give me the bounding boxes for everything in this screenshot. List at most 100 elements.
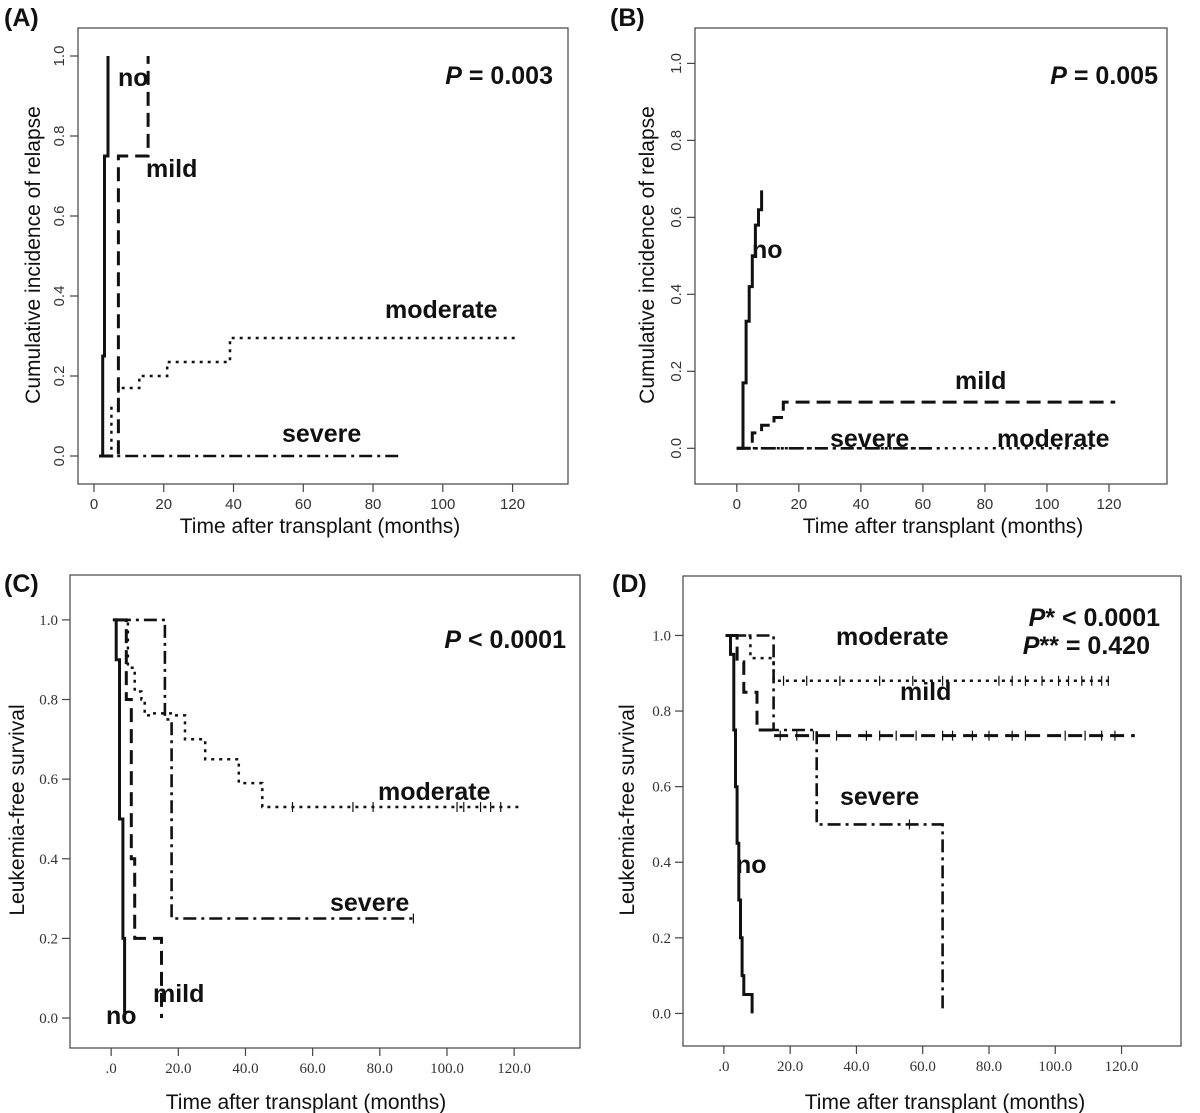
- y-tick-label: 0.0: [652, 1006, 671, 1022]
- series-label-no: no: [118, 64, 149, 92]
- x-axis-label: Time after transplant (months): [805, 1091, 1086, 1113]
- panel-a: (A) 0 20 40 60 80 100 120 0.0 0.2 0.4 0.6 0.8 1.0 Time…: [4, 4, 569, 538]
- x-tick-label: 80: [365, 496, 382, 513]
- p-value-text: < 0.0001: [461, 626, 566, 654]
- x-tick-label: 60.0: [300, 1061, 326, 1077]
- x-tick-label: 40.0: [843, 1059, 869, 1075]
- series-label-moderate: moderate: [378, 778, 491, 806]
- series-line-mild: [99, 56, 150, 458]
- p-value-annotation: P* < 0.0001: [1029, 604, 1160, 632]
- y-axis-label: Cumulative incidence of relapse: [636, 106, 659, 404]
- series-label-mild: mild: [153, 980, 204, 1008]
- x-tick-label: 40: [225, 496, 242, 513]
- series-line-severe: [730, 634, 944, 1014]
- panel-d: (D) .0 20.0 40.0 60.0 80.0 100.0 120.0 0.0 0.2 0.4…: [612, 570, 1182, 1113]
- x-tick-label: 80.0: [976, 1059, 1002, 1075]
- x-tick-label: 60.0: [910, 1059, 936, 1075]
- panel-label: (C): [4, 570, 39, 598]
- x-tick-label: 60: [295, 496, 312, 513]
- x-tick-label: 100.0: [430, 1061, 464, 1077]
- panel-c: (C) .0 20.0 40.0 60.0 80.0 100.0 120.0 0.0 0.2 0.4…: [4, 570, 581, 1113]
- x-tick-label: 120.0: [497, 1061, 531, 1077]
- x-tick-label: 80: [977, 496, 994, 513]
- series-label-moderate: moderate: [997, 425, 1110, 453]
- series-label-mild: mild: [955, 367, 1006, 395]
- x-tick-label: 40: [853, 496, 870, 513]
- series-label-severe: severe: [840, 783, 919, 811]
- plot-frame: [69, 574, 581, 1049]
- y-tick-label: 0.0: [39, 1011, 58, 1027]
- p-value-annotation: P = 0.003: [445, 62, 553, 90]
- series-label-moderate: moderate: [836, 623, 949, 651]
- y-tick-label: 0.2: [652, 931, 671, 947]
- y-tick-label: 0.8: [51, 126, 68, 147]
- y-tick-label: 0.6: [668, 207, 685, 228]
- x-tick-label: 20: [155, 496, 172, 513]
- plot-frame: [77, 27, 569, 485]
- series-label-no: no: [106, 1002, 137, 1030]
- y-tick-label: 0.6: [39, 772, 58, 788]
- p-value-text: = 0.003: [462, 62, 553, 90]
- p-value-symbol: P: [444, 626, 461, 654]
- p-value-symbol: P: [1029, 604, 1046, 632]
- series-label-no: no: [752, 236, 783, 264]
- series-line-moderate: [727, 634, 1112, 683]
- x-tick-label: 100: [430, 496, 455, 513]
- series-label-mild: mild: [146, 155, 197, 183]
- y-tick-label: 0.6: [51, 206, 68, 227]
- x-tick-label: .0: [718, 1059, 729, 1075]
- panel-label: (B): [610, 4, 645, 32]
- y-axis-label: Cumulative incidence of relapse: [22, 106, 45, 404]
- p-value-symbol: P: [1050, 62, 1067, 90]
- y-tick-label: 0.2: [51, 366, 68, 387]
- y-tick-label: 0.8: [39, 693, 58, 709]
- x-axis-label: Time after transplant (months): [180, 515, 461, 538]
- series-line-mild: [114, 618, 163, 1018]
- series-line-moderate: [109, 336, 520, 458]
- p-value-text: ** = 0.420: [1039, 632, 1150, 660]
- y-tick-label: 0.4: [668, 284, 685, 305]
- x-tick-label: 20.0: [165, 1061, 191, 1077]
- y-axis-label: Leukemia-free survival: [616, 704, 639, 915]
- x-tick-label: 120.0: [1105, 1059, 1139, 1075]
- y-tick-label: 0.8: [668, 130, 685, 151]
- x-tick-label: 40.0: [232, 1061, 258, 1077]
- series-label-severe: severe: [282, 420, 361, 448]
- y-tick-label: 0.0: [51, 446, 68, 467]
- series-label-severe: severe: [330, 889, 409, 917]
- x-axis-label: Time after transplant (months): [803, 515, 1084, 538]
- y-tick-label: 1.0: [668, 53, 685, 74]
- x-tick-label: 100: [1034, 496, 1059, 513]
- y-tick-label: 0.4: [39, 852, 58, 868]
- series-line-no: [725, 634, 754, 1014]
- y-tick-label: 0.4: [652, 855, 671, 871]
- x-axis-label: Time after transplant (months): [166, 1091, 447, 1113]
- series-line-no: [112, 618, 127, 1018]
- x-tick-label: 100.0: [1038, 1059, 1072, 1075]
- y-tick-label: 0.8: [652, 704, 671, 720]
- p-value-text: * < 0.0001: [1045, 604, 1160, 632]
- y-tick-label: 1.0: [652, 628, 671, 644]
- series-line-mild: [727, 634, 1135, 738]
- p-value-annotation: P** = 0.420: [1023, 632, 1150, 660]
- plot-frame: [682, 575, 1182, 1047]
- p-value-symbol: P: [1023, 632, 1040, 660]
- x-tick-label: 20: [790, 496, 807, 513]
- series-line-no: [736, 190, 764, 450]
- y-tick-label: 1.0: [39, 613, 58, 629]
- x-tick-label: 60: [915, 496, 932, 513]
- y-tick-label: 0.4: [51, 286, 68, 307]
- p-value-text: = 0.005: [1067, 62, 1158, 90]
- panel-label: (A): [4, 4, 39, 32]
- series-label-mild: mild: [900, 678, 951, 706]
- x-tick-label: 120: [500, 496, 525, 513]
- x-tick-label: 0: [733, 496, 741, 513]
- series-line-mild: [736, 400, 1116, 450]
- p-value-symbol: P: [445, 62, 462, 90]
- y-tick-label: 1.0: [51, 46, 68, 67]
- p-value-annotation: P < 0.0001: [444, 626, 566, 654]
- p-value-annotation: P = 0.005: [1050, 62, 1158, 90]
- series-label-moderate: moderate: [385, 296, 498, 324]
- x-tick-label: .0: [106, 1061, 117, 1077]
